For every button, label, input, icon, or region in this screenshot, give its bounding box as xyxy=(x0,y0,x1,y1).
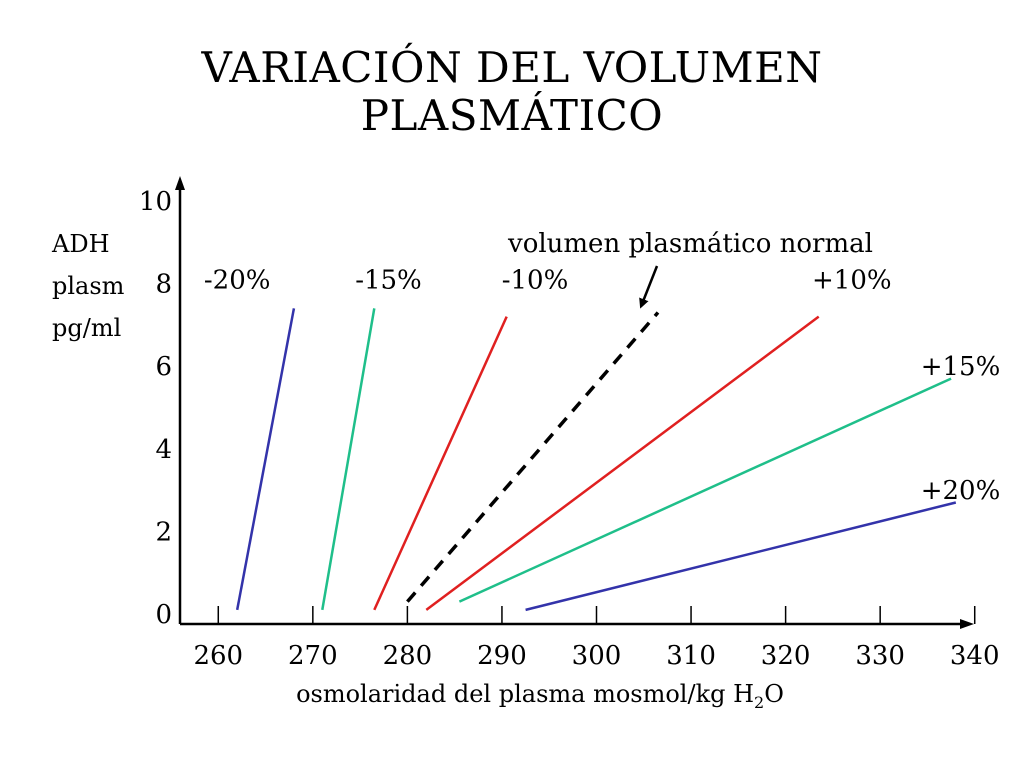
x-axis-label: osmolaridad del plasma mosmol/kg H2O xyxy=(296,680,784,712)
series-line-normal xyxy=(406,311,660,603)
series-line--10% xyxy=(373,316,508,611)
x-tick-label: 320 xyxy=(761,641,811,671)
series-label: -15% xyxy=(355,265,422,295)
y-tick-label: 0 xyxy=(155,600,172,630)
annotation-arrow xyxy=(639,265,659,309)
y-label-line-1: ADH xyxy=(51,230,110,258)
x-tick-label: 290 xyxy=(477,641,527,671)
chart-title-line-1: VARIACIÓN DEL VOLUMEN xyxy=(201,43,823,92)
x-tick-label: 280 xyxy=(383,641,433,671)
x-tick-label: 270 xyxy=(288,641,338,671)
axes xyxy=(175,176,974,629)
chart-title: VARIACIÓN DEL VOLUMEN PLASMÁTICO xyxy=(0,44,1024,140)
y-tick-label: 10 xyxy=(139,187,172,217)
y-tick-label: 8 xyxy=(155,270,172,300)
series xyxy=(235,308,957,612)
x-tick-label: 300 xyxy=(572,641,622,671)
series-line-+20% xyxy=(525,501,957,612)
x-tick-label: 340 xyxy=(950,641,1000,671)
series-label: +15% xyxy=(921,352,1001,382)
series-label: +10% xyxy=(812,265,892,295)
ticks: 260 270 280 290 300 310 320 330 340 0 2 4 6 8 10 xyxy=(139,187,1000,671)
y-tick-label: 6 xyxy=(155,352,172,382)
series-label: -20% xyxy=(204,265,271,295)
series-line--20% xyxy=(235,308,296,611)
annotation-label: volumen plasmático normal xyxy=(507,229,873,259)
series-label: -10% xyxy=(502,265,569,295)
series-line--15% xyxy=(321,308,376,611)
series-line-+15% xyxy=(458,377,952,603)
y-label-line-2: plasm xyxy=(52,272,125,300)
y-tick-label: 2 xyxy=(155,517,172,547)
chart-title-line-2: PLASMÁTICO xyxy=(360,91,664,140)
x-tick-label: 310 xyxy=(666,641,716,671)
x-tick-label: 330 xyxy=(855,641,905,671)
x-tick-label: 260 xyxy=(193,641,243,671)
y-tick-label: 4 xyxy=(155,435,172,465)
series-label: +20% xyxy=(921,476,1001,506)
y-axis-arrowhead xyxy=(175,176,185,190)
y-label-line-3: pg/ml xyxy=(52,314,121,342)
series-labels: -20% -15% -10% +10% +15% +20% xyxy=(204,265,1000,506)
x-axis-arrowhead xyxy=(960,619,974,629)
series-line-+10% xyxy=(425,315,820,611)
